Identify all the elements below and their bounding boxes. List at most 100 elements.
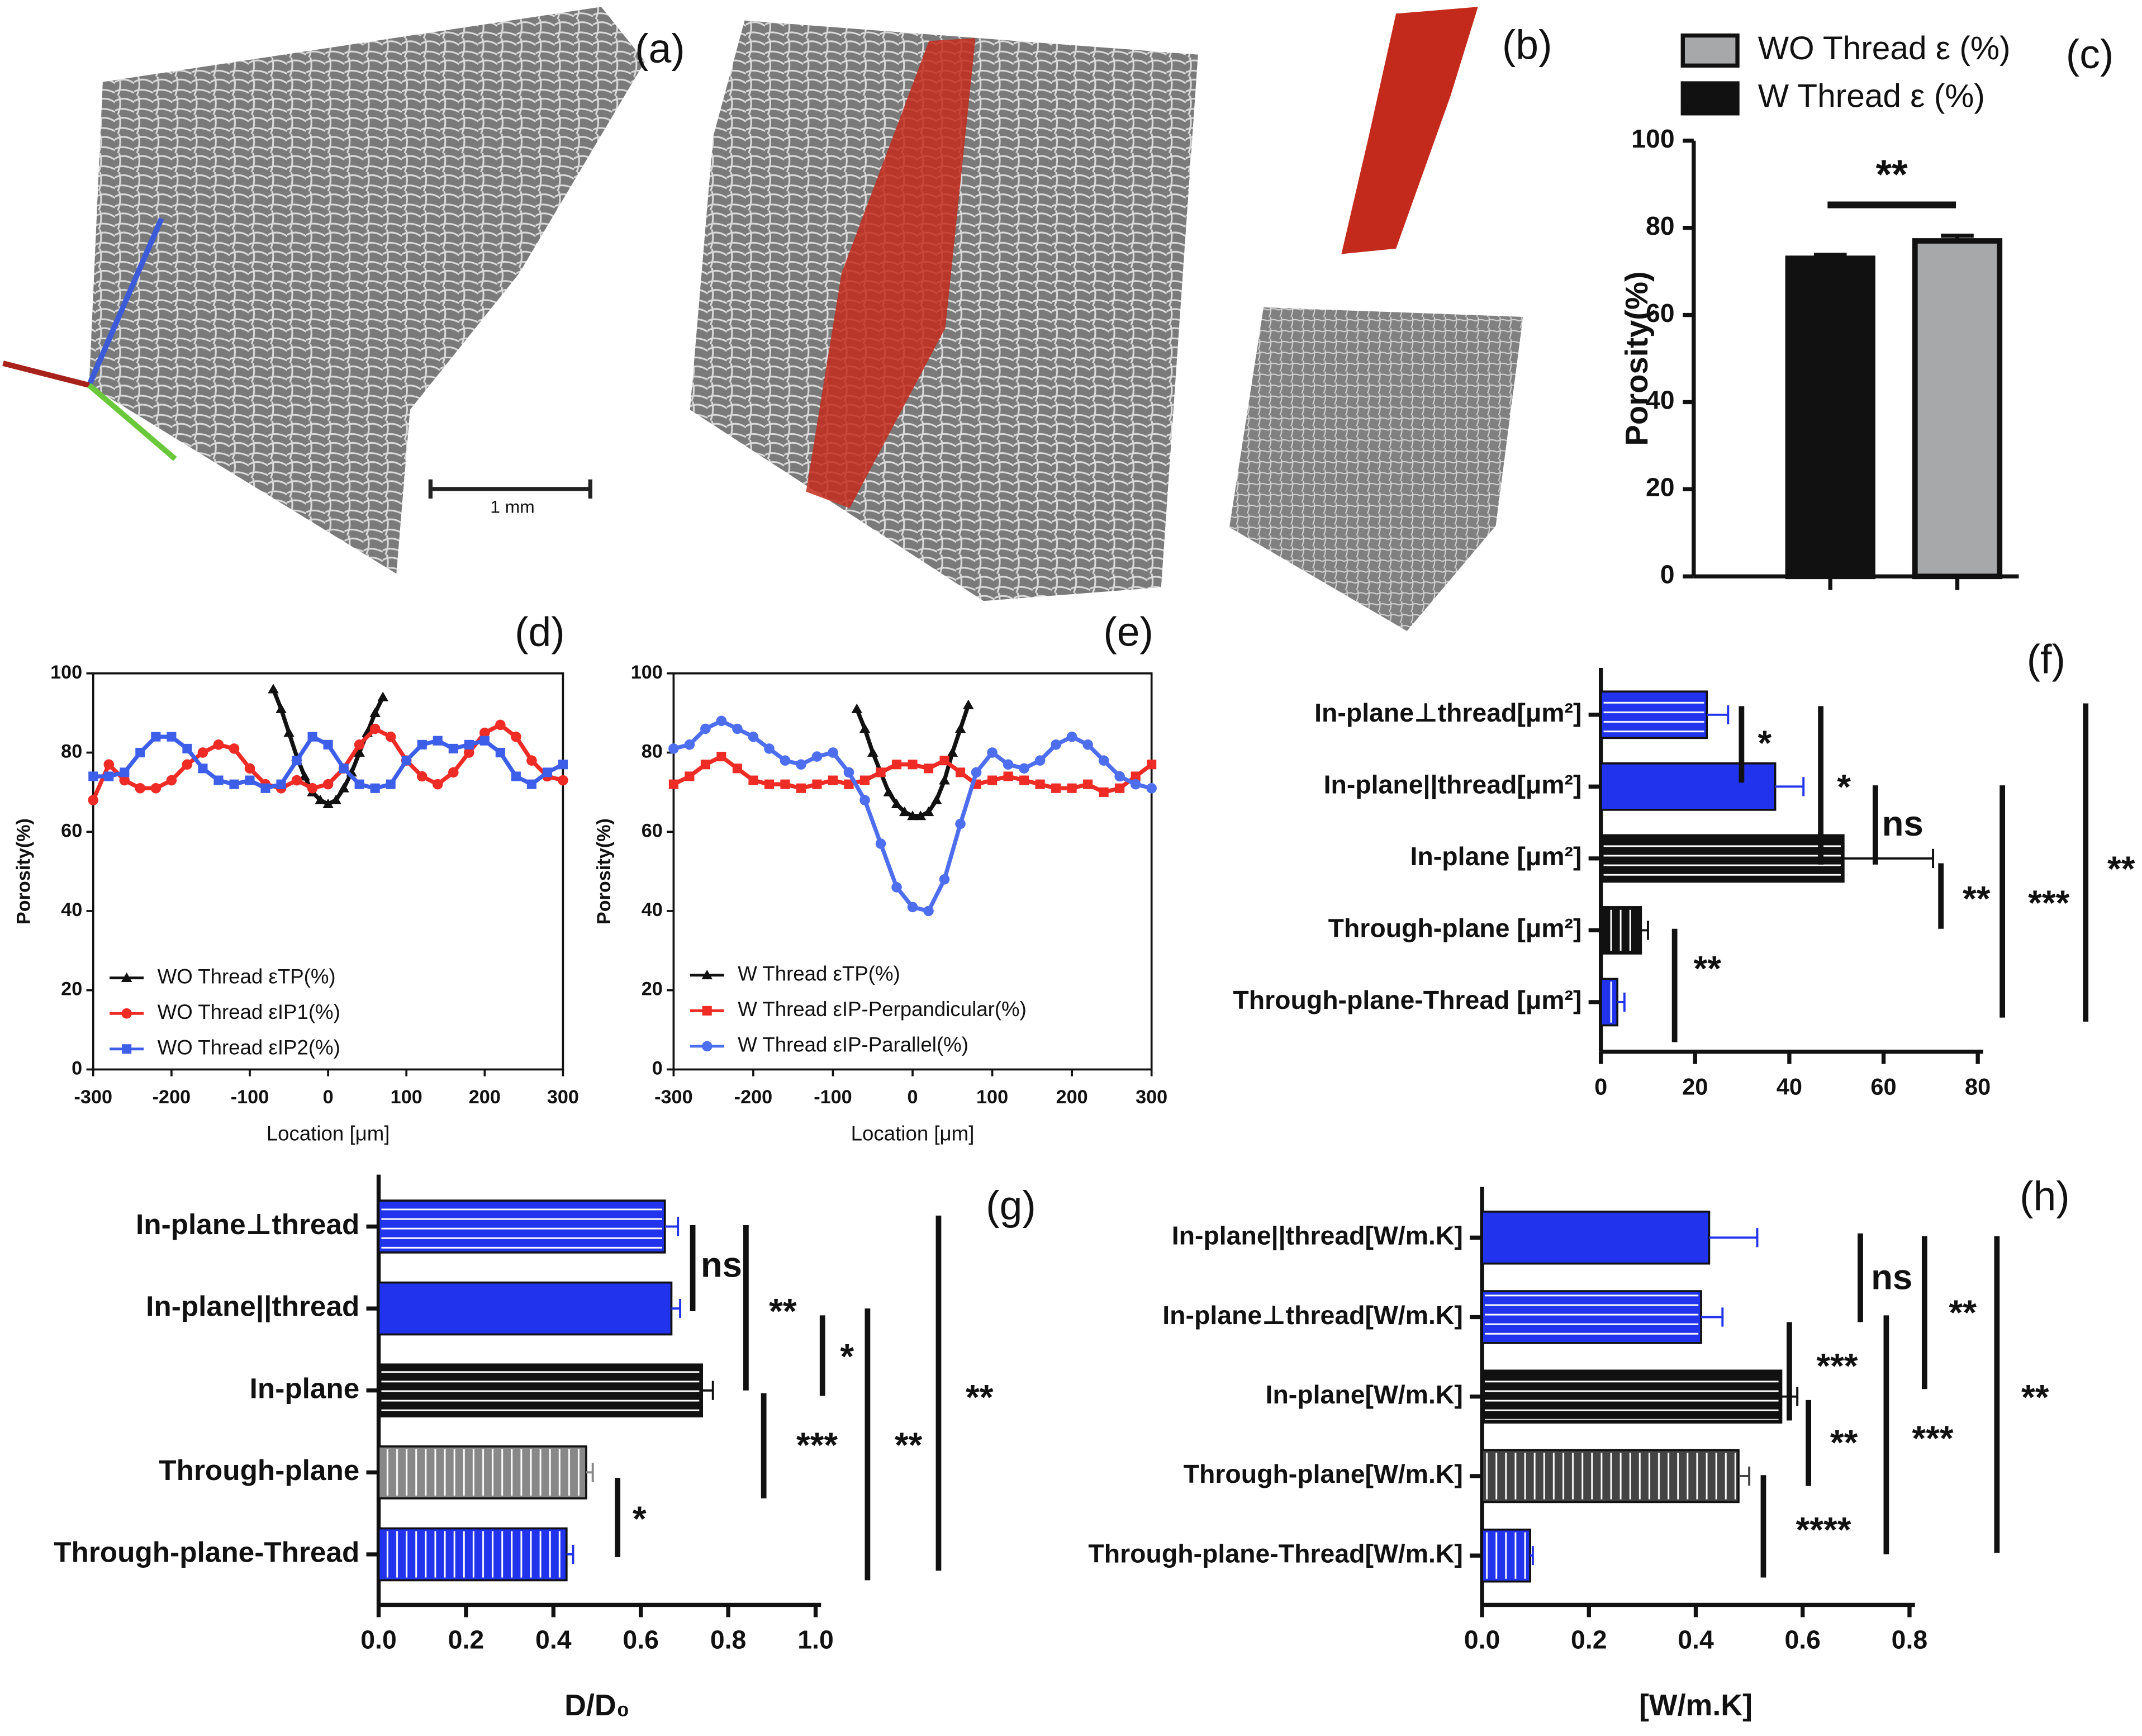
marker bbox=[859, 795, 870, 805]
x-tick-label: 1.0 bbox=[797, 1625, 834, 1654]
error-bar bbox=[566, 1544, 574, 1564]
significance: ** bbox=[1949, 1293, 1977, 1332]
marker bbox=[1131, 771, 1141, 781]
marker bbox=[119, 775, 130, 786]
marker bbox=[307, 732, 317, 742]
marker bbox=[354, 779, 364, 789]
marker bbox=[433, 736, 443, 746]
marker bbox=[828, 775, 838, 785]
significance: ** bbox=[1963, 879, 1991, 919]
panel-label: (b) bbox=[1502, 22, 1552, 68]
bar-hatch bbox=[381, 1531, 564, 1578]
marker bbox=[495, 719, 506, 731]
marker bbox=[908, 760, 918, 770]
marker bbox=[939, 775, 950, 785]
marker bbox=[330, 794, 341, 804]
error-bar bbox=[1617, 992, 1626, 1012]
marker bbox=[859, 775, 870, 785]
marker bbox=[915, 810, 927, 820]
marker bbox=[923, 905, 934, 917]
y-axis-label: Porosity(%) bbox=[1619, 271, 1654, 445]
legend-marker bbox=[121, 972, 132, 983]
significance: *** bbox=[1912, 1419, 1953, 1458]
marker bbox=[875, 838, 886, 849]
bar-hatch bbox=[1603, 694, 1704, 736]
x-axis-label: Location [μm] bbox=[267, 1122, 390, 1145]
marker bbox=[88, 771, 98, 781]
marker bbox=[104, 771, 114, 781]
marker bbox=[828, 747, 838, 758]
marker bbox=[198, 763, 208, 774]
image-a: 1 mm (a) bbox=[2, 7, 685, 574]
marker bbox=[182, 759, 193, 770]
y-tick-label: 40 bbox=[61, 899, 82, 921]
marker bbox=[859, 723, 871, 733]
y-tick-label: 80 bbox=[1646, 211, 1675, 240]
marker bbox=[151, 732, 161, 742]
y-tick-label: 40 bbox=[642, 899, 663, 921]
marker bbox=[851, 703, 863, 713]
x-tick-label: 0.0 bbox=[1464, 1625, 1500, 1654]
x-tick-label: 200 bbox=[1056, 1087, 1088, 1108]
y-tick-label: In-plane[W/m.K] bbox=[1266, 1380, 1463, 1409]
marker bbox=[385, 731, 396, 742]
bar-hatch bbox=[1603, 838, 1841, 879]
marker bbox=[716, 752, 726, 762]
marker bbox=[291, 775, 302, 786]
error-bar bbox=[664, 1217, 680, 1236]
marker bbox=[1130, 779, 1141, 790]
marker bbox=[883, 786, 895, 796]
marker bbox=[1147, 760, 1157, 770]
marker bbox=[700, 760, 710, 770]
legend-label: WO Thread εTP(%) bbox=[158, 965, 336, 988]
sample-render bbox=[1229, 307, 1523, 632]
x-tick-label: 0.4 bbox=[535, 1625, 572, 1654]
significance: * bbox=[840, 1336, 854, 1376]
marker bbox=[1051, 739, 1061, 750]
bar bbox=[1599, 762, 1777, 811]
y-tick-label: Through-plane-Thread [μm²] bbox=[1233, 985, 1581, 1014]
panel-label: (a) bbox=[635, 26, 685, 72]
marker bbox=[135, 747, 145, 758]
x-tick-label: 300 bbox=[1136, 1087, 1167, 1108]
marker bbox=[1003, 771, 1013, 781]
y-axis-label: Porosity(%) bbox=[593, 818, 615, 924]
marker bbox=[954, 723, 966, 733]
error-bar bbox=[1739, 1466, 1751, 1486]
significance: *** bbox=[796, 1425, 838, 1465]
x-tick-label: 0 bbox=[323, 1087, 334, 1108]
bar bbox=[1912, 238, 2003, 580]
marker bbox=[987, 775, 998, 785]
legend-label: WO Thread εIP2(%) bbox=[158, 1036, 340, 1059]
legend-swatch bbox=[1680, 81, 1740, 116]
x-tick-label: 0.2 bbox=[448, 1625, 485, 1654]
marker bbox=[354, 739, 365, 750]
marker bbox=[386, 779, 396, 789]
y-tick-label: 80 bbox=[642, 741, 663, 762]
significance: ** bbox=[1694, 948, 1722, 988]
marker bbox=[369, 723, 381, 734]
x-tick-label: 200 bbox=[469, 1087, 501, 1108]
error-bar bbox=[1843, 848, 1934, 868]
bar bbox=[1785, 255, 1875, 580]
y-tick-label: Through-plane bbox=[159, 1454, 359, 1486]
thread-render bbox=[806, 38, 976, 509]
marker bbox=[432, 779, 443, 790]
marker bbox=[811, 751, 823, 762]
marker bbox=[907, 902, 918, 913]
y-tick-label: In-plane bbox=[250, 1372, 360, 1404]
x-tick-label: 100 bbox=[976, 1087, 1008, 1108]
marker bbox=[796, 783, 806, 793]
panel-label: (h) bbox=[2020, 1173, 2070, 1219]
marker bbox=[1083, 779, 1093, 789]
marker bbox=[213, 739, 224, 750]
marker bbox=[1146, 782, 1157, 794]
y-tick-label: 100 bbox=[50, 662, 82, 683]
marker bbox=[322, 779, 334, 790]
error-bar bbox=[1941, 233, 1974, 241]
y-tick-label: 100 bbox=[631, 662, 663, 683]
marker bbox=[283, 727, 295, 737]
x-tick-label: 0.8 bbox=[710, 1625, 747, 1654]
marker bbox=[526, 755, 537, 766]
